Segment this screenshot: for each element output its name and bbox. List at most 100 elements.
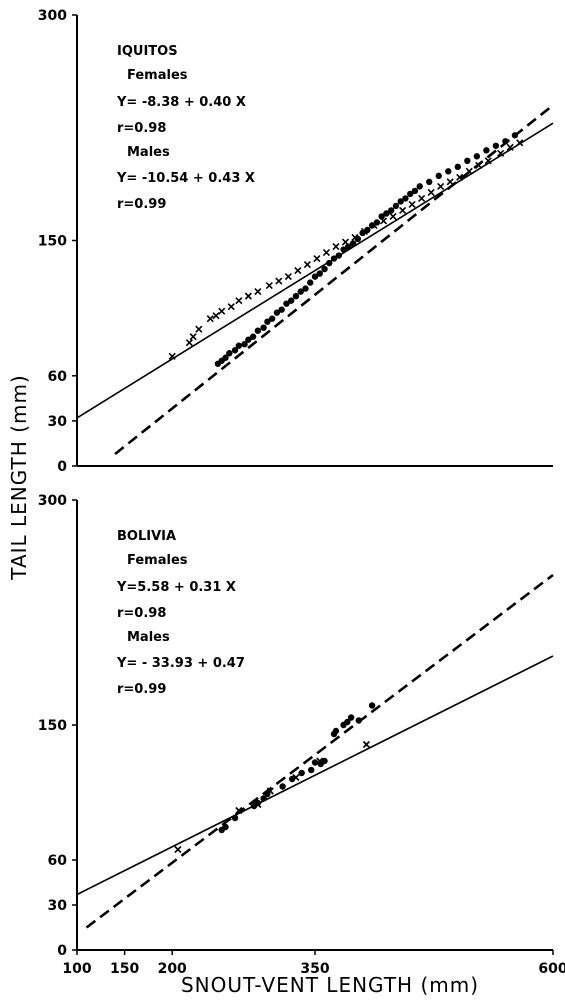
male-point-stroke [254, 288, 262, 296]
male-point [292, 773, 300, 782]
female-point [316, 270, 323, 277]
male-point [168, 352, 176, 360]
male-point-stroke [212, 312, 220, 320]
female-point [397, 198, 404, 205]
male-point-stroke [292, 773, 300, 782]
female-point [307, 279, 314, 286]
female-point [368, 222, 376, 229]
male-point-stroke [408, 200, 416, 208]
y-tick-label: 0 [57, 459, 67, 475]
female-point [321, 757, 328, 765]
male-point-stroke [284, 273, 292, 281]
female-point [454, 163, 461, 171]
female-point [355, 717, 362, 724]
male-point [516, 139, 524, 147]
annotation: r=0.98 [117, 121, 166, 136]
female-point [416, 183, 423, 190]
male-point [227, 303, 235, 311]
y-tick-label: 150 [38, 234, 67, 250]
female-point [283, 300, 290, 307]
female-point [311, 273, 319, 280]
female-point [260, 324, 267, 331]
male-point [341, 238, 350, 246]
annotation: Females [127, 553, 188, 568]
female-point [364, 226, 371, 234]
male-point [235, 806, 243, 815]
male-point [389, 212, 397, 221]
female-point [311, 759, 319, 766]
male-point [475, 161, 483, 169]
male-point [218, 307, 226, 315]
female-point [464, 157, 471, 165]
male-point-stroke [168, 352, 176, 360]
female-point [332, 727, 340, 735]
females-regression-line [114, 104, 554, 455]
annotation: r=0.99 [117, 682, 166, 697]
male-point [399, 206, 407, 214]
female-point [292, 292, 300, 300]
female-point [347, 714, 355, 721]
annotation: r=0.98 [117, 606, 166, 621]
female-point [278, 306, 285, 313]
male-point-stroke [316, 757, 324, 765]
female-point [279, 783, 286, 790]
male-point-stroke [303, 260, 311, 269]
female-point [473, 153, 481, 160]
female-point [402, 195, 409, 202]
male-point-stroke [185, 339, 193, 347]
male-point [456, 173, 464, 181]
y-tick-label: 30 [48, 414, 68, 430]
male-point [254, 288, 262, 296]
male-point-stroke [235, 297, 243, 305]
female-point [268, 315, 276, 322]
male-point-stroke [218, 307, 226, 315]
female-point [387, 207, 395, 214]
males-regression-line [76, 122, 554, 419]
male-point-stroke [389, 212, 397, 221]
female-point [435, 172, 442, 180]
males-regression-line [76, 655, 554, 896]
male-point [254, 800, 262, 809]
annotation: Y=5.58 + 0.31 X [116, 580, 236, 595]
male-point-stroke [244, 292, 252, 300]
male-point [351, 233, 359, 242]
male-point-stroke [266, 787, 274, 795]
annotation: Y= -8.38 + 0.40 X [116, 95, 246, 110]
male-point-stroke [506, 143, 514, 151]
female-point [302, 285, 309, 292]
male-point [360, 227, 369, 236]
annotation: r=0.99 [117, 197, 166, 212]
female-point [426, 178, 433, 186]
male-point [506, 143, 514, 151]
male-point-stroke [332, 242, 340, 251]
female-point [249, 333, 257, 340]
male-point-stroke [322, 248, 330, 257]
female-point [241, 341, 248, 348]
male-point-stroke [418, 194, 426, 202]
female-point [231, 347, 239, 354]
male-point-stroke [351, 233, 359, 242]
male-point [484, 157, 492, 165]
female-point [502, 138, 509, 145]
male-point-stroke [206, 315, 214, 323]
y-tick-label: 0 [57, 943, 67, 959]
male-point [465, 167, 473, 175]
male-point [265, 282, 273, 290]
male-point-stroke [195, 325, 203, 333]
annotation: Males [127, 145, 170, 160]
male-point [244, 292, 252, 300]
male-point [275, 277, 283, 285]
x-axis-title: SNOUT-VENT LENGTH (mm) [181, 973, 479, 997]
annotation: Males [127, 630, 170, 645]
male-point-stroke [456, 173, 464, 181]
y-axis-title: TAIL LENGTH (mm) [7, 374, 31, 580]
male-point [313, 254, 321, 263]
male-point [497, 149, 505, 157]
male-point-stroke [475, 161, 483, 169]
female-point [273, 309, 281, 316]
male-point-stroke [341, 238, 350, 246]
male-point [185, 339, 193, 347]
female-point [483, 147, 490, 154]
panel-bolivia: 0 30 60 150 300 100 150 200 350 600 BOLIVIA Females… [38, 493, 565, 977]
